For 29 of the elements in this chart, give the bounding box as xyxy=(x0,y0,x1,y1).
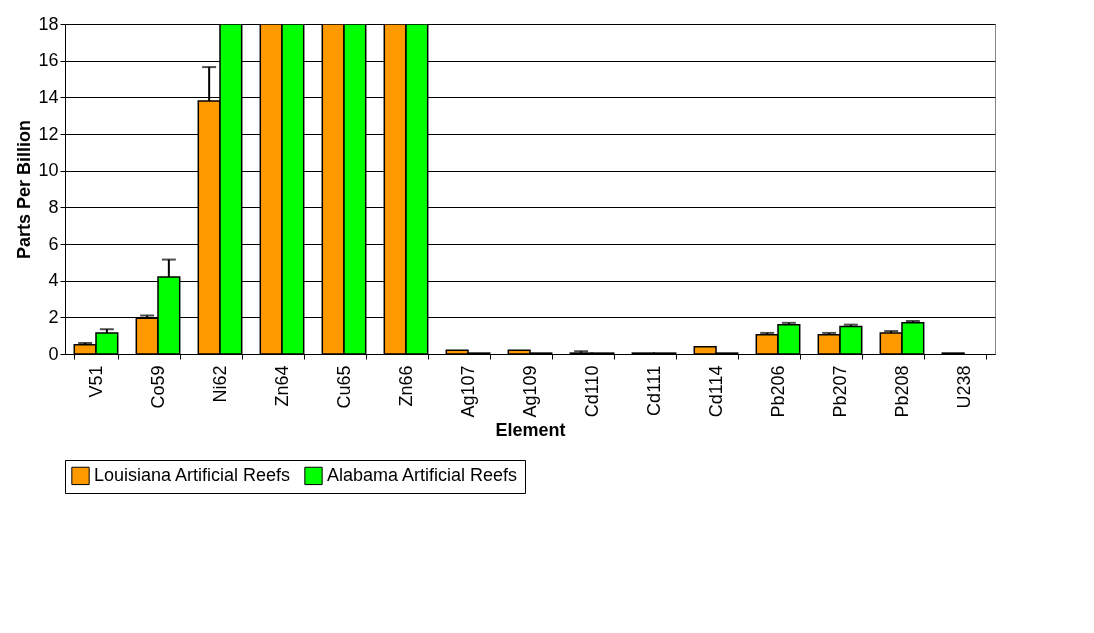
y-tick-label: 0 xyxy=(48,343,59,364)
x-tick-label: Ag109 xyxy=(519,365,540,418)
x-tick-label: Cd114 xyxy=(705,365,726,418)
legend-label: Louisiana Artificial Reefs xyxy=(94,464,291,485)
x-tick-label: Zn66 xyxy=(395,365,416,407)
x-tick-label: Pb208 xyxy=(891,365,912,418)
y-tick-label: 12 xyxy=(38,123,59,144)
y-tick-label: 16 xyxy=(38,50,59,71)
x-tick-label: Ni62 xyxy=(209,365,230,403)
x-tick-label: Co59 xyxy=(147,365,168,409)
y-tick-label: 18 xyxy=(38,13,59,34)
x-tick-label: Pb206 xyxy=(767,365,788,418)
y-tick-label: 2 xyxy=(48,306,59,327)
y-tick-label: 6 xyxy=(48,233,59,254)
x-tick-label: Pb207 xyxy=(829,365,850,418)
x-tick-label: V51 xyxy=(85,365,106,398)
legend-label: Alabama Artificial Reefs xyxy=(327,464,518,485)
x-tick-label: Cd110 xyxy=(581,365,602,418)
y-tick-label: 14 xyxy=(38,86,59,107)
y-tick-label: 8 xyxy=(48,196,59,217)
y-axis-title: Parts Per Billion xyxy=(14,119,35,260)
x-tick-label: Cu65 xyxy=(333,365,354,409)
x-axis-title: Element xyxy=(495,419,566,440)
x-tick-label: Ag107 xyxy=(457,365,478,418)
y-tick-label: 10 xyxy=(38,160,59,181)
x-tick-label: Zn64 xyxy=(271,365,292,407)
y-tick-label: 4 xyxy=(48,270,59,291)
x-tick-label: Cd111 xyxy=(643,365,664,416)
x-tick-label: U238 xyxy=(953,365,974,409)
